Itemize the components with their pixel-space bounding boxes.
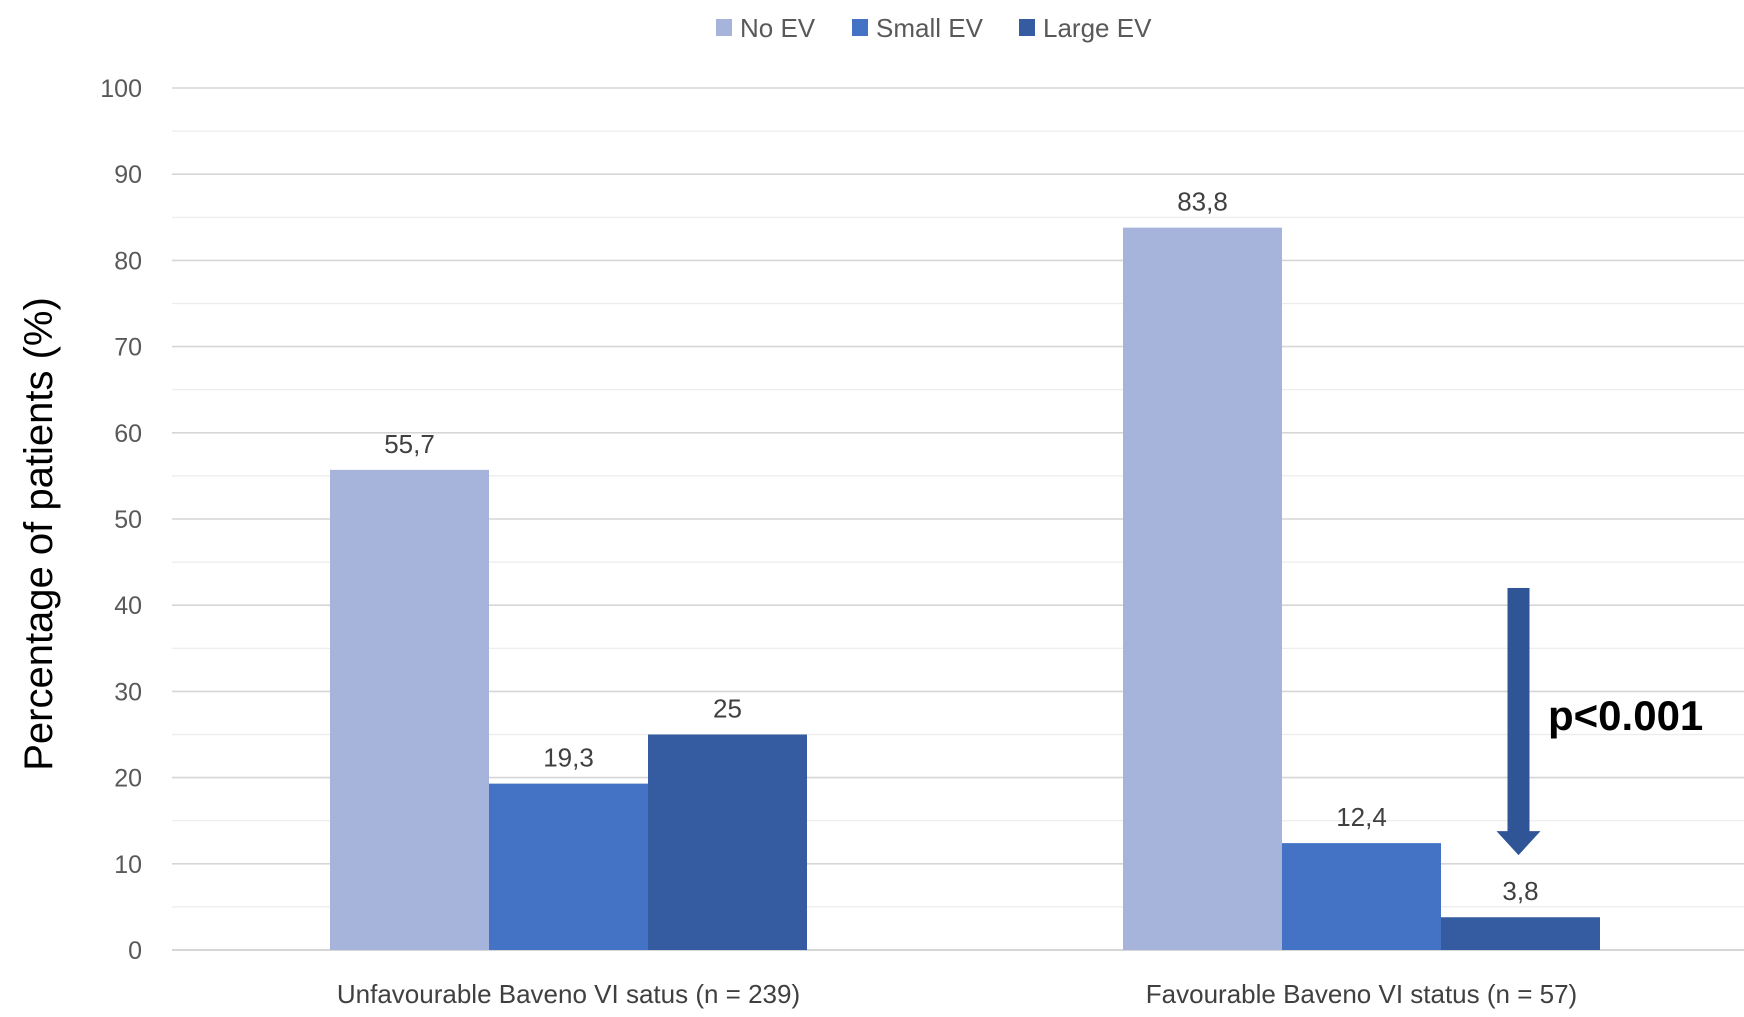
y-axis-title: Percentage of patients (%) bbox=[17, 297, 61, 771]
y-tick-label: 40 bbox=[114, 592, 142, 620]
legend-swatch bbox=[716, 19, 732, 36]
y-tick-label: 0 bbox=[128, 937, 142, 965]
bar bbox=[1441, 917, 1600, 950]
legend: No EV Small EV Large EV bbox=[716, 13, 1152, 43]
legend-swatch bbox=[852, 19, 868, 36]
y-tick-label: 80 bbox=[114, 247, 142, 275]
arrow-shaft bbox=[1507, 587, 1530, 834]
p-value-label: p<0.001 bbox=[1548, 692, 1703, 739]
bars bbox=[330, 227, 1600, 951]
y-tick-label: 30 bbox=[114, 678, 142, 706]
x-axis-categories: Unfavourable Baveno VI satus (n = 239) Fa… bbox=[337, 979, 1577, 1009]
data-label: 25 bbox=[713, 694, 742, 724]
y-axis-ticks: 0 10 20 30 40 50 60 70 80 90 100 bbox=[100, 75, 142, 965]
bar bbox=[648, 734, 807, 950]
y-tick-label: 60 bbox=[114, 420, 142, 448]
y-tick-label: 70 bbox=[114, 334, 142, 362]
legend-label: Large EV bbox=[1043, 13, 1152, 43]
legend-label: Small EV bbox=[876, 13, 984, 43]
y-tick-label: 50 bbox=[114, 506, 142, 534]
data-label: 12,4 bbox=[1336, 802, 1387, 832]
significance-annotation: p<0.001 bbox=[1496, 587, 1703, 856]
bar bbox=[1282, 843, 1441, 950]
bar bbox=[330, 469, 489, 950]
data-label: 83,8 bbox=[1177, 187, 1228, 217]
y-tick-label: 90 bbox=[114, 161, 142, 189]
data-label: 3,8 bbox=[1502, 876, 1538, 906]
legend-label: No EV bbox=[740, 13, 816, 43]
data-labels: 55,7 19,3 25 83,8 12,4 3,8 bbox=[384, 187, 1538, 907]
arrow-head bbox=[1496, 831, 1541, 856]
bar bbox=[489, 783, 648, 950]
y-tick-label: 10 bbox=[114, 851, 142, 879]
category-label: Favourable Baveno VI status (n = 57) bbox=[1146, 979, 1577, 1009]
data-label: 19,3 bbox=[543, 743, 594, 773]
legend-swatch bbox=[1019, 19, 1035, 36]
data-label: 55,7 bbox=[384, 429, 435, 459]
bar bbox=[1123, 227, 1282, 951]
y-tick-label: 20 bbox=[114, 765, 142, 793]
y-tick-label: 100 bbox=[100, 75, 142, 103]
category-label: Unfavourable Baveno VI satus (n = 239) bbox=[337, 979, 800, 1009]
